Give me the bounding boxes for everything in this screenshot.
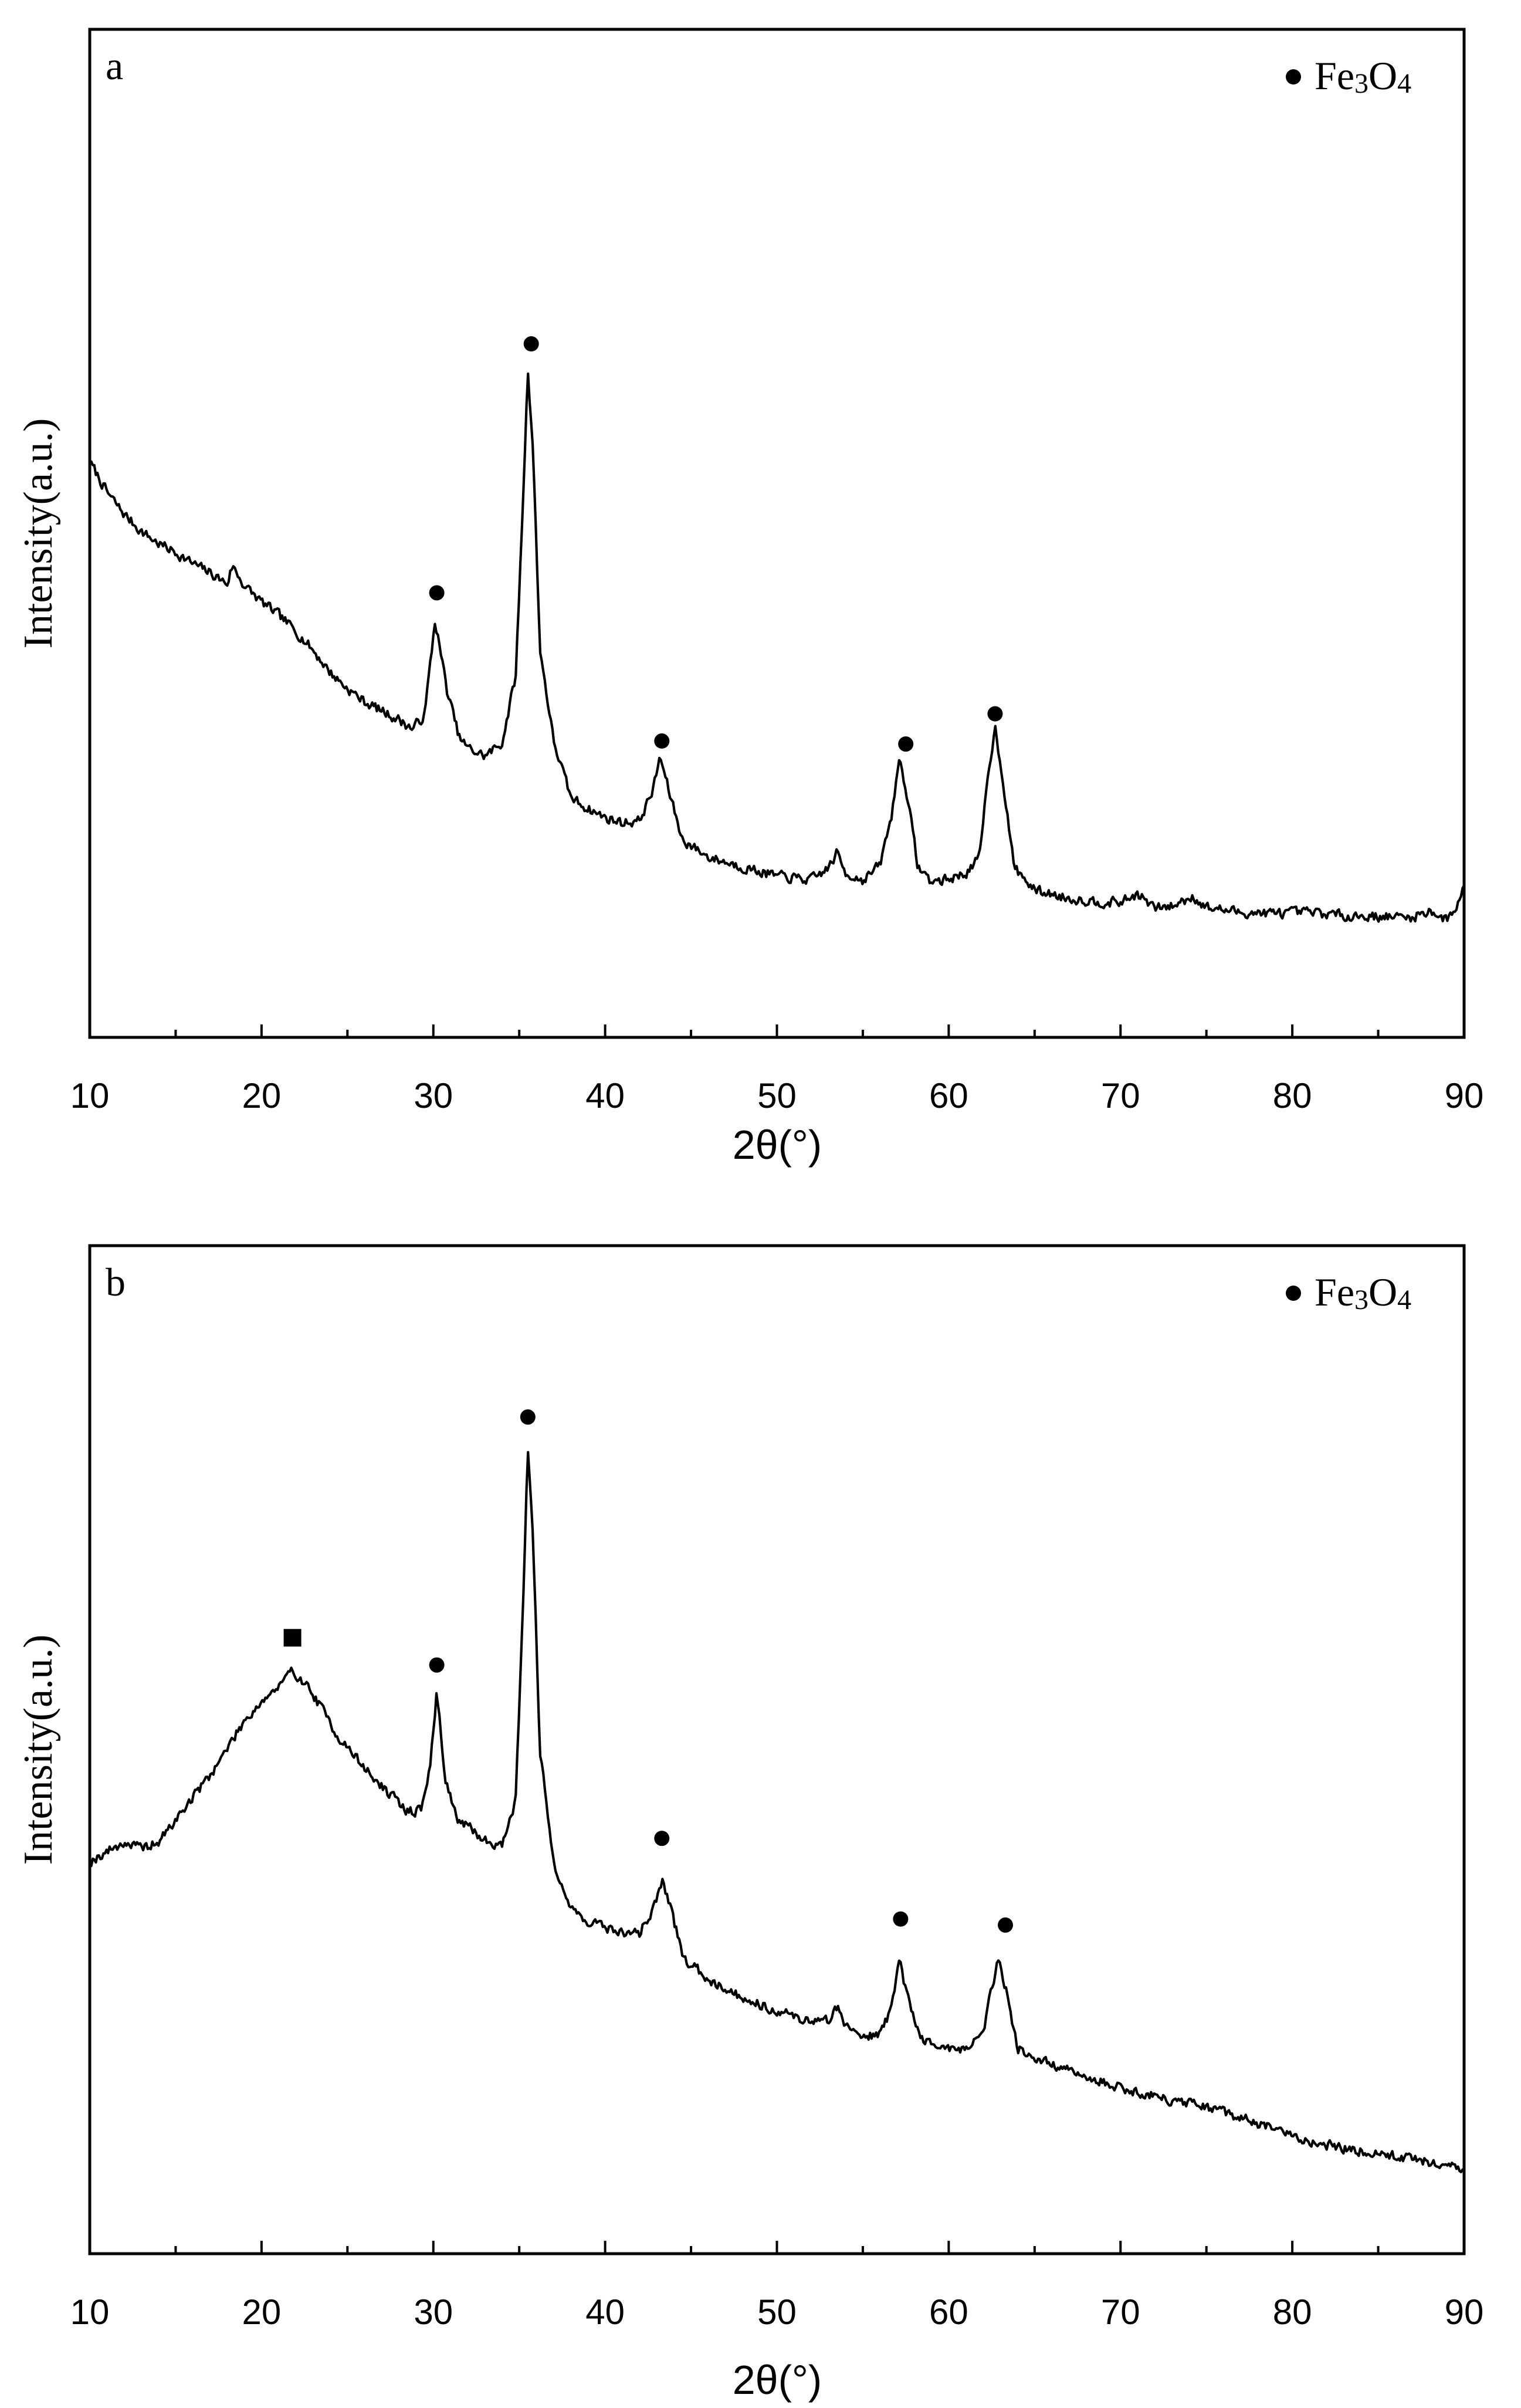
- panel-a-legend: Fe3O4: [1286, 53, 1411, 99]
- fe3o4-peak-marker: [654, 733, 670, 749]
- x-tick-label: 30: [414, 1076, 453, 1115]
- panel-a-legend-marker: [1286, 69, 1301, 84]
- panel-b: b Fe3O4 2θ(°) Intensity(a.u.) 10 20 30 40 50…: [16, 1244, 1484, 2403]
- x-tick-label: 70: [1101, 2292, 1140, 2332]
- x-tick-label: 60: [929, 1076, 968, 1115]
- panel-a-y-axis-title: Intensity(a.u.): [16, 418, 61, 649]
- x-tick-label: 40: [585, 1076, 625, 1115]
- x-tick-label: 50: [757, 1076, 797, 1115]
- panel-b-legend-marker: [1286, 1286, 1301, 1301]
- panel-a: a Fe3O4 2θ(°) Intensity(a.u.) 10 20 30 40 50…: [16, 28, 1484, 1168]
- x-tick-label: 20: [242, 1076, 282, 1115]
- fe3o4-peak-marker: [429, 1657, 445, 1673]
- x-tick-label: 90: [1445, 1076, 1484, 1115]
- legend-sub-4: 4: [1397, 1284, 1411, 1315]
- x-tick-label: 80: [1273, 2292, 1312, 2332]
- x-tick-label: 70: [1101, 1076, 1140, 1115]
- x-tick-label: 60: [929, 2292, 968, 2332]
- fe3o4-peak-marker: [898, 736, 914, 752]
- panel-b-x-axis-title: 2θ(°): [733, 2357, 822, 2403]
- x-tick-label: 10: [70, 1076, 110, 1115]
- panel-b-letter: b: [106, 1260, 126, 1304]
- fe3o4-peak-marker: [523, 336, 539, 352]
- legend-fe: Fe: [1315, 1270, 1354, 1314]
- fe3o4-peak-marker: [654, 1831, 670, 1846]
- x-tick-label: 40: [585, 2292, 625, 2332]
- fe3o4-peak-marker: [998, 1917, 1014, 1933]
- legend-sub-3: 3: [1354, 68, 1368, 99]
- x-tick-label: 20: [242, 2292, 282, 2332]
- x-tick-label: 50: [757, 2292, 797, 2332]
- fe3o4-peak-marker: [520, 1409, 536, 1425]
- x-tick-label: 10: [70, 2292, 110, 2332]
- fe3o4-peak-marker: [987, 706, 1003, 722]
- amorphous-peak-marker: [283, 1629, 302, 1647]
- panel-a-legend-label: Fe3O4: [1315, 53, 1411, 99]
- x-tick-label: 80: [1273, 1076, 1312, 1115]
- x-tick-label: 30: [414, 2292, 453, 2332]
- panel-b-peak-markers: [283, 1409, 1014, 1933]
- legend-fe: Fe: [1315, 53, 1354, 98]
- legend-o: O: [1368, 1270, 1397, 1314]
- legend-sub-4: 4: [1397, 68, 1411, 99]
- panel-b-x-axis: 10 20 30 40 50 60 70 80 90: [70, 2241, 1484, 2332]
- legend-sub-3: 3: [1354, 1284, 1368, 1315]
- panel-a-x-axis-title: 2θ(°): [733, 1122, 822, 1168]
- panel-b-y-axis-title: Intensity(a.u.): [16, 1635, 61, 1865]
- fe3o4-peak-marker: [429, 585, 445, 601]
- fe3o4-peak-marker: [893, 1911, 909, 1927]
- panel-b-legend-label: Fe3O4: [1315, 1270, 1411, 1315]
- panel-a-peak-markers: [429, 336, 1003, 752]
- panel-b-legend: Fe3O4: [1286, 1270, 1411, 1315]
- panel-a-xrd-trace: [88, 372, 1466, 923]
- legend-o: O: [1368, 53, 1397, 98]
- panel-b-xrd-trace: [88, 1450, 1466, 2173]
- panel-a-x-axis: 10 20 30 40 50 60 70 80 90: [70, 1024, 1484, 1115]
- x-tick-label: 90: [1445, 2292, 1484, 2332]
- panel-a-letter: a: [106, 43, 123, 88]
